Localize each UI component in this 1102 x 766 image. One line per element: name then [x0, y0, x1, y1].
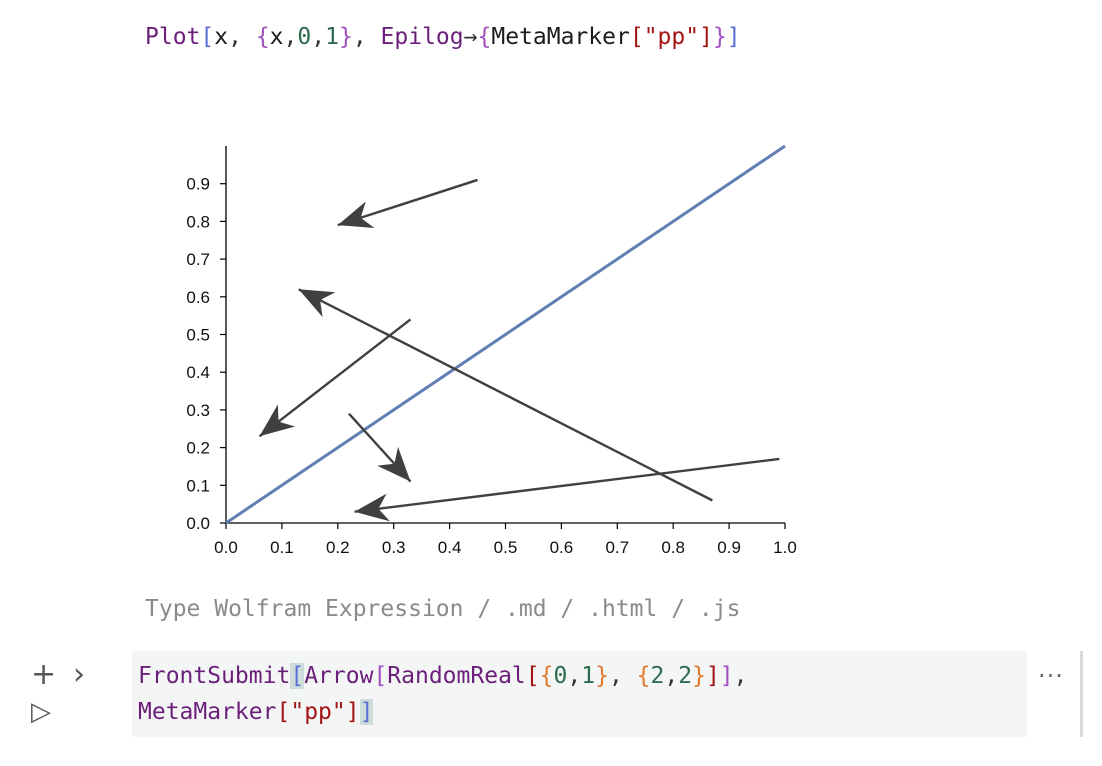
- code-token: "pp": [290, 699, 346, 725]
- code-token: ]: [705, 663, 720, 689]
- code-token: x: [214, 24, 229, 50]
- chevron-right-icon[interactable]: ›: [73, 657, 85, 692]
- arrow-shaft: [258, 318, 412, 438]
- code-token: [: [373, 663, 388, 689]
- epilog-arrow: [298, 288, 713, 502]
- code-token: ]: [719, 663, 734, 689]
- code-token: 2: [678, 663, 693, 689]
- plot-output: 0.0 0.1 0.2 0.3 0.4 0.5 0.6 0.7 0.8 0.9 1.0 0.0 0.1 0…: [186, 144, 797, 557]
- arrow-head: [377, 446, 411, 482]
- code-token: ]: [726, 24, 741, 50]
- code-token: ,: [352, 24, 381, 50]
- code-token: FrontSubmit: [138, 663, 291, 689]
- arrow-shaft: [298, 288, 713, 502]
- code-token: [: [290, 663, 305, 689]
- code-token: ,: [664, 663, 679, 689]
- arrow-head: [259, 404, 295, 437]
- epilog-arrow: [258, 318, 412, 438]
- more-dots-icon[interactable]: ···: [1038, 662, 1064, 690]
- arrow-head: [354, 493, 391, 522]
- editor-code-line-2[interactable]: MetaMarker["pp"]]: [138, 699, 374, 725]
- x-tick-label: 0.7: [605, 538, 629, 557]
- arrow-head: [337, 201, 375, 229]
- code-token: [: [525, 663, 540, 689]
- x-tick-label: 0.2: [326, 538, 350, 557]
- code-token: }: [692, 663, 706, 689]
- x-tick-label: 0.4: [438, 538, 462, 557]
- code-token: }: [712, 24, 727, 50]
- y-tick-label: 0.1: [186, 476, 210, 495]
- expression-input-placeholder[interactable]: Type Wolfram Expression / .md / .html / …: [145, 596, 741, 622]
- code-token: Arrow: [304, 663, 374, 689]
- y-tick-label: 0.9: [186, 175, 210, 194]
- code-token: →: [463, 24, 478, 50]
- y-tick-label: 0.0: [186, 514, 210, 533]
- y-tick-label: 0.4: [186, 363, 210, 382]
- epilog-arrow: [337, 178, 478, 229]
- y-tick-label: 0.7: [186, 250, 210, 269]
- epilog-arrow: [354, 457, 780, 522]
- code-token: RandomReal: [387, 663, 526, 689]
- input-code-line[interactable]: Plot[x, {x,0,1}, Epilog→{MetaMarker["pp"…: [145, 26, 741, 49]
- series-line: [225, 144, 786, 525]
- code-token: ]: [359, 699, 374, 725]
- code-token: [: [276, 699, 291, 725]
- y-tick-label: 0.2: [186, 439, 210, 458]
- code-token: ,: [608, 663, 637, 689]
- code-token: x: [269, 24, 284, 50]
- code-token: ,: [567, 663, 582, 689]
- editor-cell[interactable]: [132, 651, 1027, 737]
- code-token: }: [595, 663, 609, 689]
- y-tick-label: 0.6: [186, 288, 210, 307]
- play-icon[interactable]: ▷: [31, 697, 51, 727]
- x-tick-label: 0.3: [382, 538, 406, 557]
- code-token: 0: [297, 24, 312, 50]
- code-token: MetaMarker: [491, 24, 630, 50]
- code-token: {: [636, 663, 651, 689]
- arrow-shaft: [354, 457, 780, 513]
- code-token: 1: [581, 663, 596, 689]
- code-token: MetaMarker: [138, 699, 277, 725]
- plot-axes: 0.0 0.1 0.2 0.3 0.4 0.5 0.6 0.7 0.8 0.9 1.0 0.0 0.1 0…: [186, 146, 797, 557]
- arrow-head: [298, 289, 336, 318]
- code-token: 0: [553, 663, 568, 689]
- epilog-arrows: [258, 178, 780, 522]
- code-token: ,: [733, 663, 748, 689]
- code-token: {: [255, 24, 270, 50]
- x-tick-label: 0.6: [550, 538, 574, 557]
- code-token: [: [629, 24, 644, 50]
- code-token: {: [477, 24, 492, 50]
- cell-scrollbar[interactable]: [1080, 651, 1083, 737]
- y-tick-label: 0.8: [186, 212, 210, 231]
- code-token: 2: [650, 663, 665, 689]
- arrow-shaft: [337, 178, 478, 227]
- code-token: ]: [345, 699, 360, 725]
- code-token: Plot: [145, 24, 201, 50]
- x-tick-label: 0.0: [214, 538, 238, 557]
- x-tick-label: 0.1: [270, 538, 294, 557]
- y-tick-label: 0.5: [186, 326, 210, 345]
- plus-icon[interactable]: +: [31, 657, 57, 692]
- code-token: Epilog: [380, 24, 464, 50]
- code-token: [: [200, 24, 215, 50]
- code-token: "pp": [643, 24, 700, 50]
- code-token: ,: [283, 24, 298, 50]
- editor-code-line-1[interactable]: FrontSubmit[Arrow[RandomReal[{0,1}, {2,2…: [138, 663, 748, 689]
- x-tick-label: 1.0: [773, 538, 797, 557]
- code-token: ,: [311, 24, 326, 50]
- x-tick-label: 0.9: [717, 538, 741, 557]
- code-token: ,: [228, 24, 256, 50]
- code-token: ]: [699, 24, 713, 50]
- plot-series: [225, 144, 786, 525]
- x-tick-label: 0.5: [494, 538, 518, 557]
- epilog-arrow: [348, 412, 412, 483]
- x-tick-label: 0.8: [661, 538, 685, 557]
- y-tick-label: 0.3: [186, 401, 210, 420]
- code-token: {: [539, 663, 554, 689]
- code-token: }: [338, 24, 353, 50]
- code-token: 1: [325, 24, 339, 50]
